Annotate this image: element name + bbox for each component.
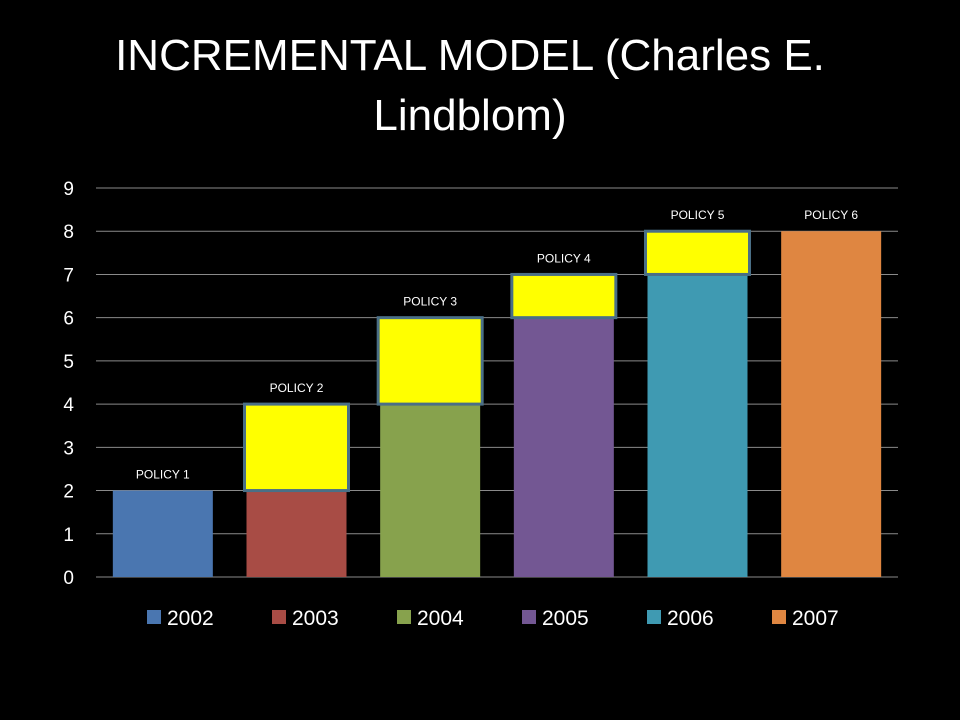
increment-box-2006 — [644, 229, 751, 276]
legend-label: 2003 — [292, 607, 339, 630]
legend-label: 2007 — [792, 607, 839, 630]
increment-box-2005 — [510, 272, 618, 320]
bar-2006 — [647, 274, 748, 577]
legend-label: 2005 — [542, 607, 589, 630]
y-tick-label: 0 — [63, 568, 74, 589]
y-tick-label: 6 — [63, 309, 74, 330]
bars — [112, 229, 882, 577]
policy-label: POLICY 1 — [136, 468, 190, 482]
policy-label: POLICY 5 — [671, 208, 725, 222]
legend-swatch — [397, 610, 411, 624]
gridlines — [96, 187, 898, 578]
legend-label: 2006 — [667, 607, 714, 630]
increment-box-2003 — [243, 402, 350, 493]
y-axis: 0 1 2 3 4 5 6 7 8 9 — [63, 179, 74, 589]
y-tick-label: 8 — [63, 222, 74, 243]
bar-2002 — [112, 490, 213, 577]
y-tick-label: 9 — [63, 179, 74, 200]
legend-swatch — [772, 610, 786, 624]
policy-label: POLICY 2 — [270, 381, 324, 395]
y-tick-label: 1 — [63, 525, 74, 546]
legend-label: 2002 — [167, 607, 214, 630]
legend-swatch — [647, 610, 661, 624]
legend: 2002 2003 2004 2005 2006 2007 — [147, 607, 839, 630]
y-tick-label: 5 — [63, 352, 74, 373]
legend-swatch — [272, 610, 286, 624]
bar-2005 — [513, 317, 614, 577]
slide-title: INCREMENTAL MODEL (Charles E. Lindblom) — [115, 31, 825, 140]
bar-2004 — [380, 404, 481, 577]
y-tick-label: 2 — [63, 482, 74, 503]
bar-2003 — [246, 490, 347, 577]
bar-labels: POLICY 1 POLICY 2 POLICY 3 POLICY 4 POLICY 5… — [136, 208, 858, 481]
legend-swatch — [147, 610, 161, 624]
y-tick-label: 3 — [63, 438, 74, 459]
y-tick-label: 7 — [63, 265, 74, 286]
increment-box-2004 — [376, 316, 484, 406]
policy-label: POLICY 4 — [537, 251, 591, 265]
legend-label: 2004 — [417, 607, 464, 630]
y-tick-label: 4 — [63, 395, 74, 416]
policy-label: POLICY 3 — [403, 295, 457, 309]
legend-swatch — [522, 610, 536, 624]
policy-label: POLICY 6 — [804, 208, 858, 222]
bar-2007 — [781, 231, 882, 577]
